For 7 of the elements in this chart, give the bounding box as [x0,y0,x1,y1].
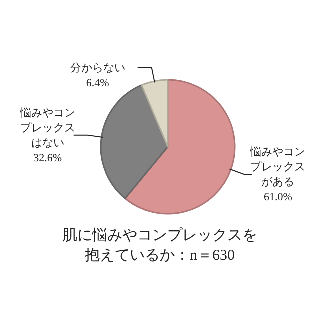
data-label: 6.4% [86,78,110,90]
data-label: 32.6% [34,152,62,164]
data-label: 61.0% [264,191,292,204]
text: 肌に悩みやコンプレックスを抱えているか：n＝630 [62,226,258,266]
slice-label: 悩みやコンプレックスはない [19,107,76,150]
slice-label: 悩みやコンプレックスがある [250,146,306,188]
slice-label: 分からない [70,62,126,75]
